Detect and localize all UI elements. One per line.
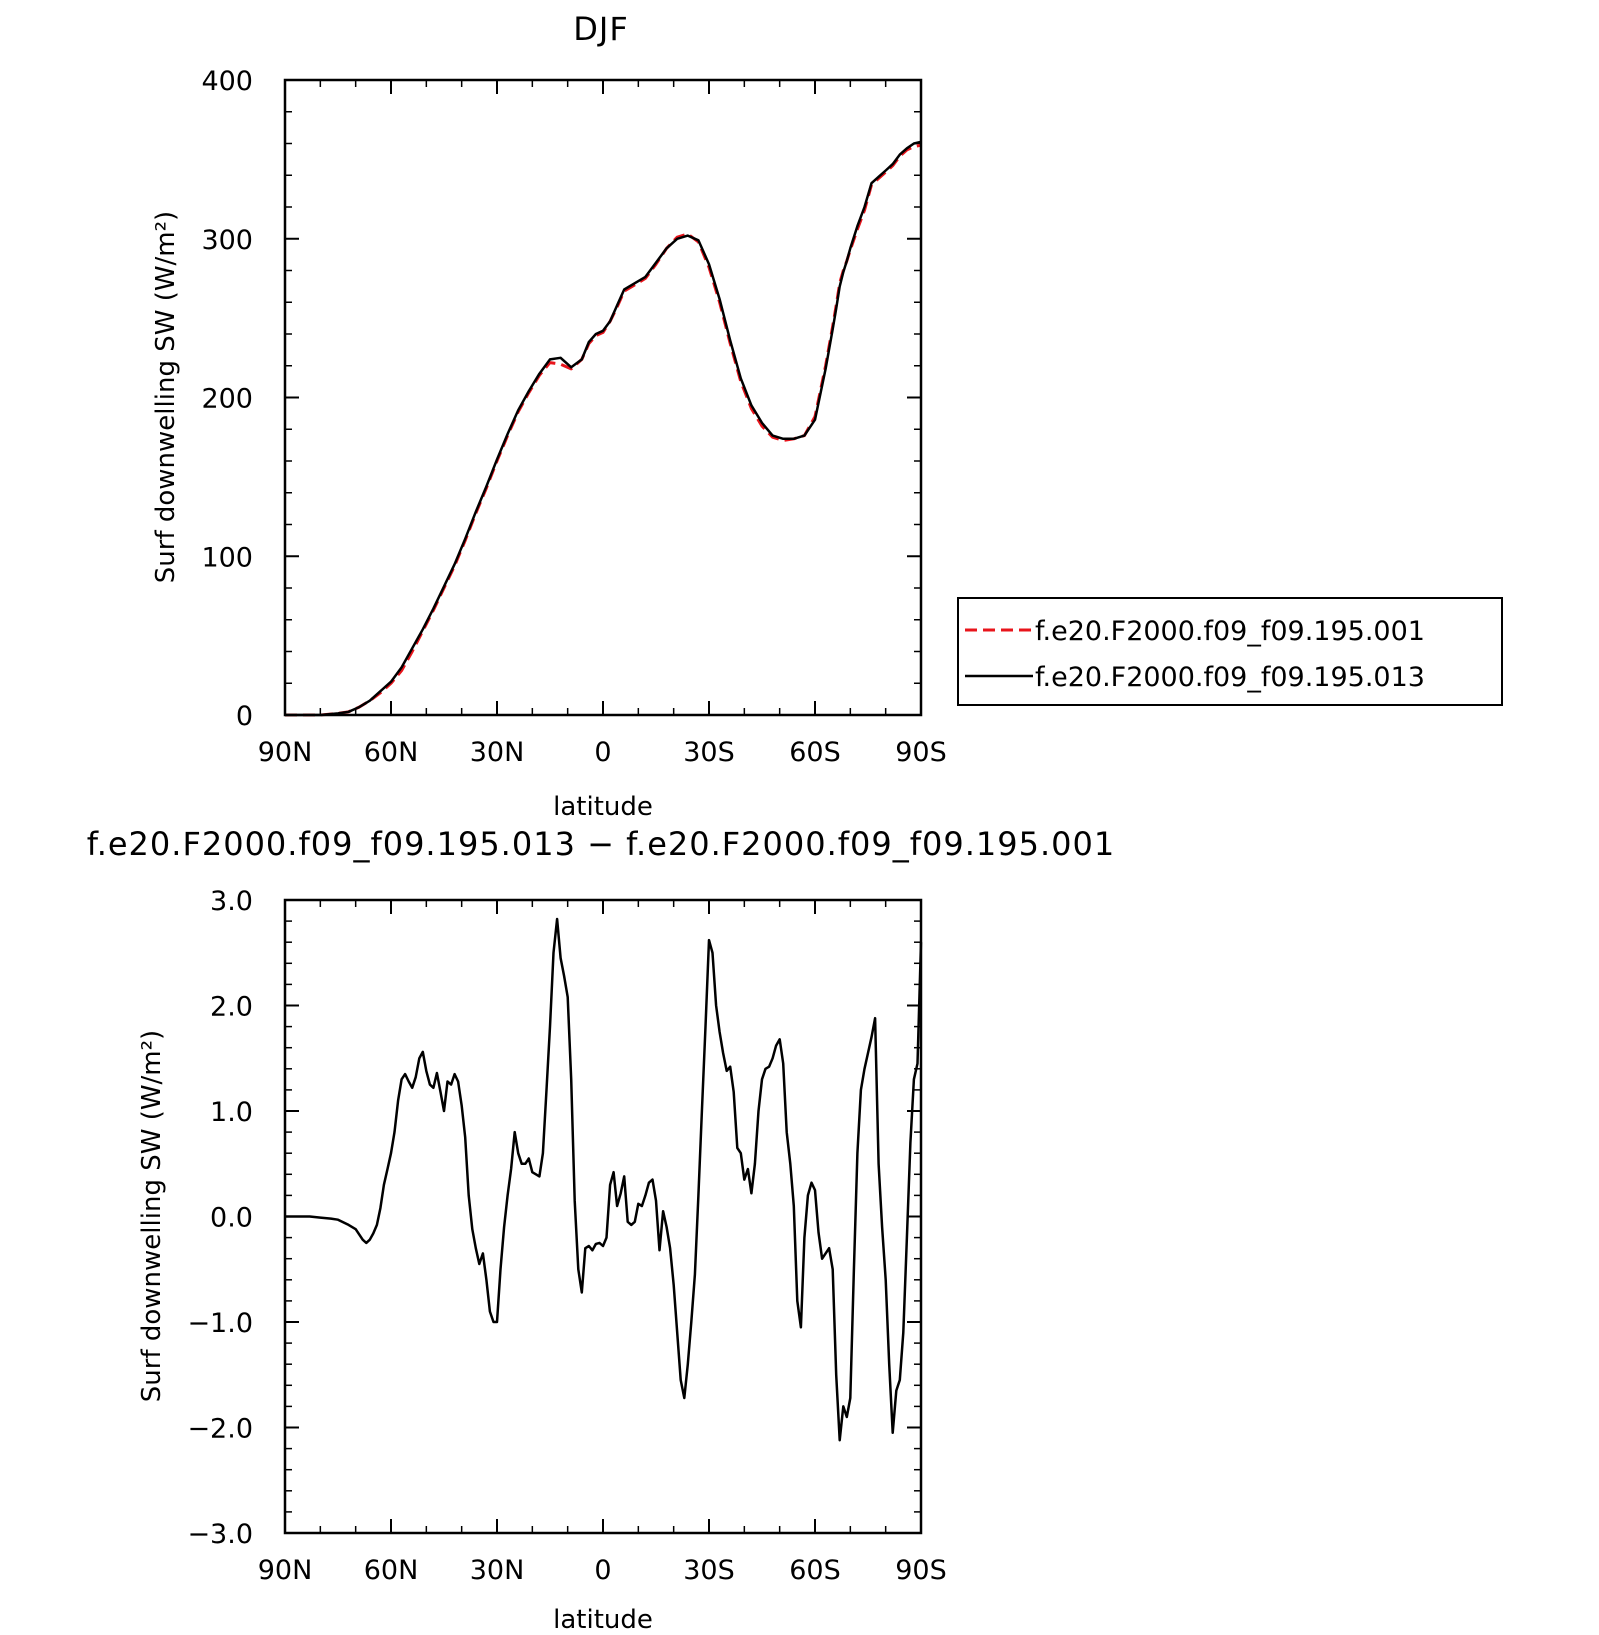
bottom-xtick-label: 90S [895, 1555, 947, 1586]
top-xtick-label: 30N [470, 737, 525, 768]
top-xtick-label: 60N [364, 737, 419, 768]
bottom-series-line-0 [285, 917, 923, 1442]
legend-entry-1: f.e20.F2000.f09_f09.195.013 [1035, 662, 1425, 693]
legend: f.e20.F2000.f09_f09.195.001 f.e20.F2000.… [957, 597, 1503, 706]
legend-entry-0: f.e20.F2000.f09_f09.195.001 [1035, 616, 1425, 647]
legend-box [957, 597, 1503, 706]
bottom-xtick-label: 60S [789, 1555, 841, 1586]
top-xtick-label: 90S [895, 737, 947, 768]
bottom-ytick-label: 1.0 [210, 1097, 253, 1128]
bottom-y-axis-label: Surf downwelling SW (W/m²) [137, 1030, 167, 1402]
top-x-axis-label: latitude [553, 792, 653, 822]
top-ytick-label: 400 [201, 66, 253, 97]
bottom-ytick-label: −3.0 [187, 1519, 253, 1550]
top-plot-frame [283, 78, 923, 717]
top-ytick-label: 0 [236, 701, 253, 732]
bottom-ytick-label: −1.0 [187, 1308, 253, 1339]
bottom-ytick-label: −2.0 [187, 1414, 253, 1445]
top-series-line-1 [285, 140, 922, 717]
bottom-xtick-label: 30N [470, 1555, 525, 1586]
top-chart-title: DJF [573, 10, 628, 48]
bottom-ytick-label: 0.0 [210, 1203, 253, 1234]
top-xtick-label: 60S [789, 737, 841, 768]
top-series-line-0 [285, 143, 922, 717]
top-ytick-label: 300 [201, 225, 253, 256]
bottom-plot-frame [283, 898, 923, 1535]
bottom-xtick-label: 90N [258, 1555, 313, 1586]
bottom-ytick-label: 2.0 [210, 992, 253, 1023]
top-xtick-label: 0 [594, 737, 611, 768]
bottom-xtick-label: 60N [364, 1555, 419, 1586]
top-chart-panel: DJF 90N 60N 30N 0 30S 60S 90S 0 100 200 300 400 lat… [151, 10, 1503, 822]
top-y-axis-label: Surf downwelling SW (W/m²) [151, 211, 181, 583]
top-xtick-label: 90N [258, 737, 313, 768]
bottom-x-axis-label: latitude [553, 1605, 653, 1635]
bottom-xtick-label: 30S [683, 1555, 735, 1586]
bottom-chart-panel: f.e20.F2000.f09_f09.195.013 − f.e20.F200… [87, 825, 1116, 1635]
bottom-ytick-label: 3.0 [210, 886, 253, 917]
top-xtick-label: 30S [683, 737, 735, 768]
bottom-chart-title: f.e20.F2000.f09_f09.195.013 − f.e20.F200… [87, 825, 1116, 863]
top-ytick-label: 200 [201, 384, 253, 415]
bottom-xtick-label: 0 [594, 1555, 611, 1586]
top-ytick-label: 100 [201, 542, 253, 573]
